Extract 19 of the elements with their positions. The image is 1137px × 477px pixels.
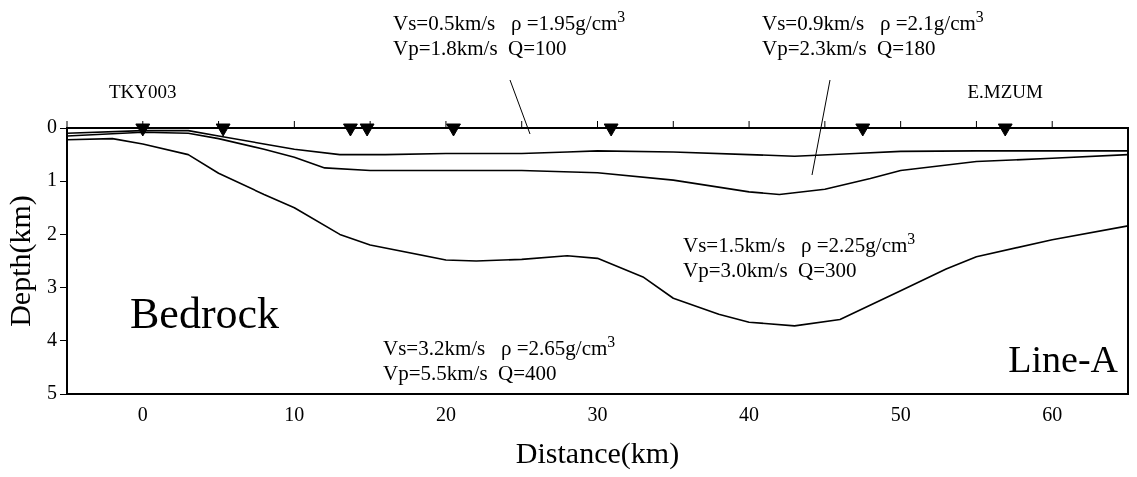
- x-tick-label: 30: [587, 403, 608, 426]
- y-tick-label: 3: [47, 274, 57, 297]
- annotation: Line-A: [1008, 338, 1119, 380]
- y-tick-label: 2: [47, 221, 57, 244]
- x-tick-label: 60: [1042, 403, 1063, 426]
- x-tick-label: 50: [890, 403, 911, 426]
- annotation: Bedrock: [130, 289, 280, 338]
- y-tick-label: 5: [47, 381, 57, 404]
- y-tick-label: 4: [47, 328, 57, 351]
- y-tick-label: 1: [47, 168, 57, 191]
- annotation: E.MZUM: [967, 81, 1044, 102]
- x-tick-label: 20: [435, 403, 456, 426]
- y-axis-title: Depth(km): [2, 195, 37, 327]
- x-tick-label: 40: [739, 403, 760, 426]
- annotation: TKY003: [109, 81, 177, 102]
- x-tick-label: 10: [284, 403, 305, 426]
- x-tick-label: 0: [137, 403, 148, 426]
- y-tick-label: 0: [47, 115, 57, 138]
- x-axis-title: Distance(km): [515, 435, 680, 470]
